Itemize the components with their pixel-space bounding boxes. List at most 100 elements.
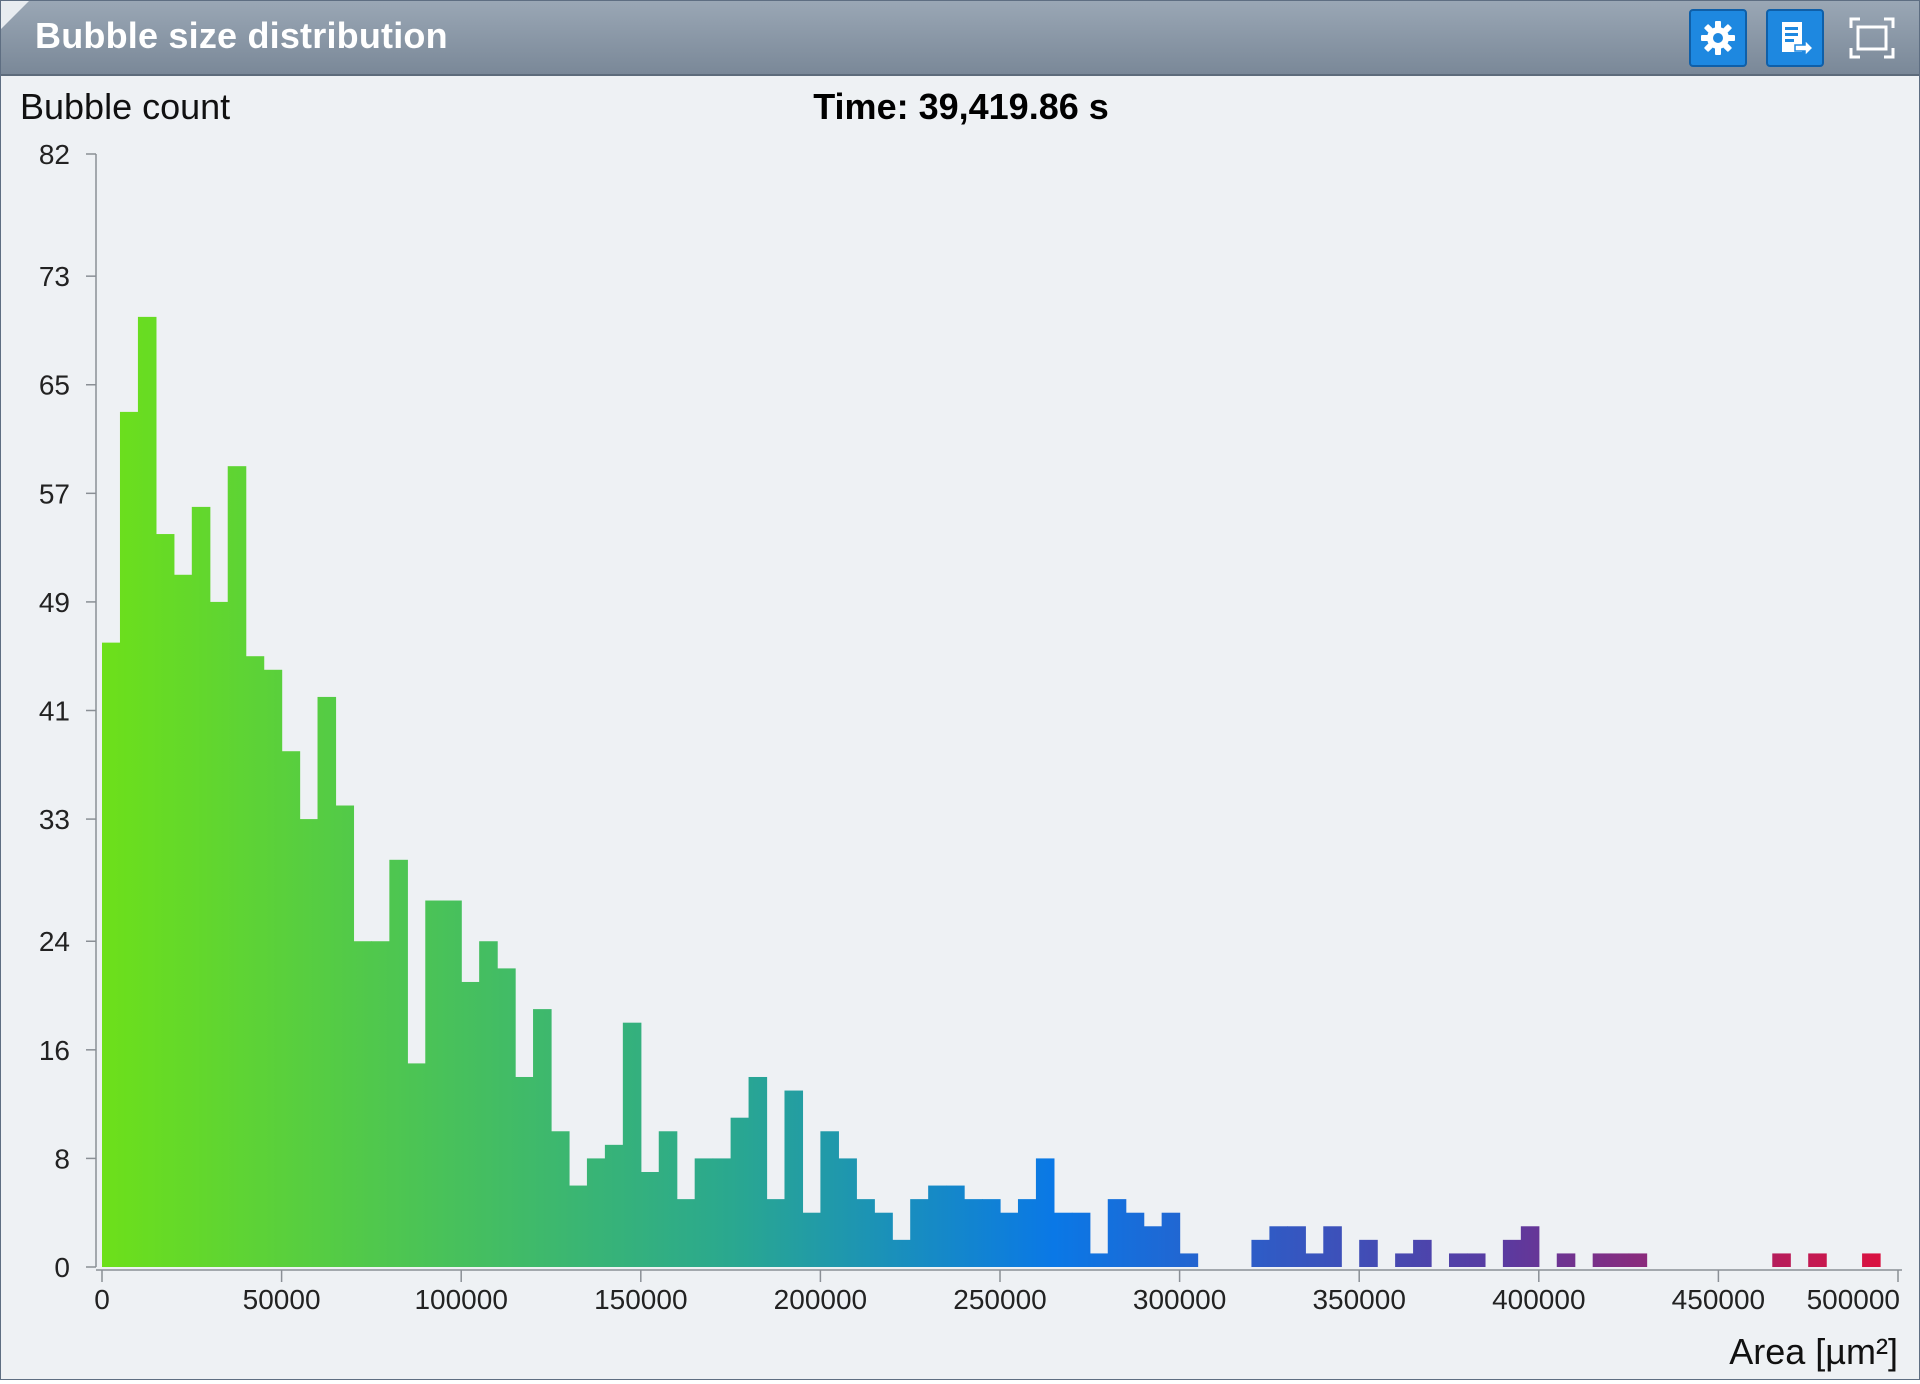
histogram-bar <box>209 601 229 1267</box>
resize-corner-icon[interactable] <box>1 1 29 29</box>
histogram-bar <box>730 1117 750 1267</box>
maximize-button[interactable] <box>1843 9 1901 67</box>
histogram-bar <box>1107 1199 1127 1267</box>
histogram-bar <box>838 1158 857 1267</box>
histogram-bar <box>1395 1253 1414 1267</box>
window-titlebar[interactable]: Bubble size distribution <box>1 1 1919 76</box>
y-tick-label: 57 <box>39 478 70 509</box>
histogram-bar <box>443 900 462 1267</box>
y-tick-label: 41 <box>39 696 70 727</box>
histogram-bar <box>137 316 157 1267</box>
histogram-bar <box>856 1199 875 1267</box>
histogram-bar <box>586 1158 606 1267</box>
histogram-bar <box>1413 1239 1432 1267</box>
histogram-bar <box>335 805 355 1267</box>
histogram-bar <box>551 1131 570 1267</box>
histogram-bar <box>1161 1212 1181 1267</box>
histogram-bar <box>479 941 498 1267</box>
histogram-bar <box>1071 1212 1091 1267</box>
histogram-bar <box>299 819 319 1267</box>
histogram-bar <box>245 656 265 1267</box>
histogram-bar <box>497 968 516 1267</box>
histogram-bar <box>1808 1253 1827 1267</box>
y-axis-label: Bubble count <box>20 86 230 127</box>
histogram-bar <box>1610 1253 1630 1267</box>
histogram-bar <box>191 506 211 1267</box>
histogram-bar <box>1251 1239 1270 1267</box>
x-tick-label: 500000 <box>1807 1284 1900 1315</box>
y-tick-label: 24 <box>39 926 70 957</box>
histogram-bar <box>1466 1253 1486 1267</box>
window-title: Bubble size distribution <box>35 15 448 56</box>
histogram-bar <box>1017 1199 1037 1267</box>
export-report-icon <box>1782 22 1815 58</box>
y-tick-label: 65 <box>39 370 70 401</box>
x-axis-label: Area [µm²] <box>1729 1331 1898 1372</box>
histogram-bar <box>119 411 139 1267</box>
y-tick-label: 49 <box>39 587 70 618</box>
histogram-chart: Bubble count Time: 39,419.86 s Area [µm²… <box>20 86 1902 1372</box>
y-tick-label: 8 <box>54 1143 70 1174</box>
histogram-bar <box>1125 1212 1145 1267</box>
histogram-bar <box>155 534 175 1267</box>
histogram-bar <box>568 1185 588 1267</box>
y-tick-label: 0 <box>54 1252 70 1283</box>
histogram-bar <box>1556 1253 1576 1267</box>
x-tick-label: 150000 <box>594 1284 687 1315</box>
histogram-bar <box>461 981 480 1267</box>
histogram-bar <box>766 1199 786 1267</box>
histogram-bar <box>1269 1226 1288 1267</box>
histogram-bar <box>928 1185 947 1267</box>
histogram-bar <box>784 1090 804 1267</box>
histogram-bar <box>1179 1253 1199 1267</box>
histogram-bar <box>227 466 247 1267</box>
histogram-bar <box>820 1131 839 1267</box>
x-tick-label: 0 <box>94 1284 110 1315</box>
histogram-bar <box>1592 1253 1612 1267</box>
histogram-bar <box>1772 1253 1791 1267</box>
chart-title: Time: 39,419.86 s <box>813 86 1109 127</box>
y-tick-label: 73 <box>39 261 70 292</box>
histogram-bar <box>802 1212 821 1267</box>
histogram-bar <box>874 1212 893 1267</box>
maximize-icon <box>1849 17 1895 59</box>
histogram-bar <box>676 1199 696 1267</box>
x-tick-label: 350000 <box>1312 1284 1405 1315</box>
histogram-bar <box>1143 1226 1163 1267</box>
histogram-bar <box>1035 1158 1055 1267</box>
histogram-bar <box>389 859 408 1267</box>
histogram-bar <box>964 1199 983 1267</box>
histogram-bar <box>317 696 337 1267</box>
y-tick-label: 82 <box>39 139 70 170</box>
plot-area: Bubble count Time: 39,419.86 s Area [µm²… <box>1 76 1919 1379</box>
histogram-bar <box>1628 1253 1648 1267</box>
x-tick-label: 250000 <box>953 1284 1046 1315</box>
histogram-bar <box>1359 1239 1378 1267</box>
export-button[interactable] <box>1766 9 1824 67</box>
y-tick-label: 16 <box>39 1035 70 1066</box>
histogram-bar <box>1449 1253 1468 1267</box>
histogram-bar <box>1520 1226 1540 1267</box>
histogram-bar <box>640 1171 660 1267</box>
histogram-bar <box>1000 1212 1019 1267</box>
histogram-bar <box>281 751 301 1267</box>
histogram-bar <box>892 1239 911 1267</box>
histogram-bar <box>946 1185 965 1267</box>
histogram-bar <box>353 941 372 1267</box>
x-tick-label: 200000 <box>774 1284 867 1315</box>
histogram-bar <box>263 669 283 1267</box>
histogram-bar <box>658 1131 678 1267</box>
histogram-bar <box>407 1063 426 1267</box>
histogram-bar <box>102 642 121 1267</box>
x-tick-label: 450000 <box>1672 1284 1765 1315</box>
histogram-bar <box>1287 1226 1306 1267</box>
histogram-bar <box>173 574 193 1267</box>
histogram-bar <box>515 1076 534 1267</box>
y-tick-label: 33 <box>39 804 70 835</box>
histogram-bar <box>694 1158 714 1267</box>
settings-button[interactable] <box>1689 9 1747 67</box>
histogram-bar <box>748 1076 768 1267</box>
histogram-bar <box>1053 1212 1073 1267</box>
histogram-bar <box>910 1199 929 1267</box>
x-tick-label: 400000 <box>1492 1284 1585 1315</box>
